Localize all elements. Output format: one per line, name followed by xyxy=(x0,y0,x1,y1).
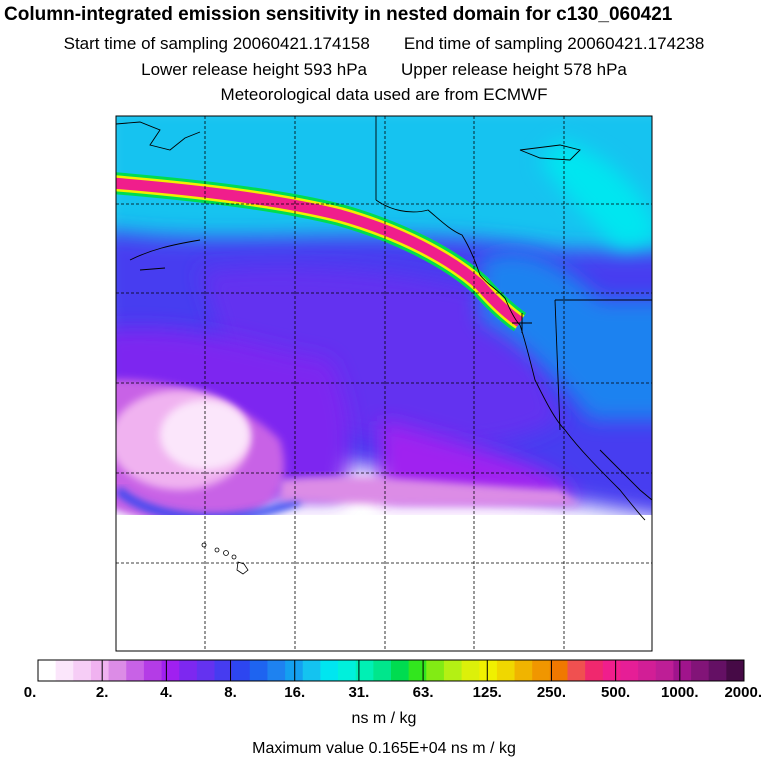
colorbar-cell xyxy=(285,660,304,681)
colorbar-cell xyxy=(232,660,251,681)
met-data-label: Meteorological data used are from ECMWF xyxy=(220,85,548,104)
colorbar-cell xyxy=(408,660,427,681)
release-location-marker xyxy=(512,313,532,333)
colorbar-cell xyxy=(514,660,533,681)
colorbar-cell xyxy=(249,660,268,681)
colorbar-cell xyxy=(549,660,568,681)
colorbar-cell xyxy=(179,660,198,681)
colorbar-tick-label: 16. xyxy=(284,684,305,700)
colorbar-cell xyxy=(320,660,339,681)
colorbar-frame xyxy=(37,659,745,682)
colorbar-cell xyxy=(108,660,127,681)
colorbar-cell xyxy=(708,660,727,681)
colorbar-cell xyxy=(355,660,374,681)
colorbar-cell xyxy=(726,660,745,681)
colorbar-cell xyxy=(143,660,163,681)
colorbar-cell xyxy=(496,660,516,681)
colorbar-cell xyxy=(638,660,657,681)
sampling-times-line: Start time of sampling 20060421.174158 En… xyxy=(0,34,768,54)
colorbar-tick-label: 31. xyxy=(348,684,369,700)
release-heights-line: Lower release height 593 hPa Upper releas… xyxy=(0,60,768,80)
colorbar-cells xyxy=(38,660,745,681)
colorbar-cell xyxy=(620,660,639,681)
colorbar-cell xyxy=(443,660,463,681)
colorbar-tick-label: 1000. xyxy=(661,684,699,700)
colorbar-cell xyxy=(373,660,392,681)
colorbar-tick-labels: 0. 2. 4. 8. 16. 31. 63. 125. 250. 500. 1000. 2000. xyxy=(24,684,762,700)
maximum-value-label: Maximum value 0.165E+04 ns m / kg xyxy=(252,740,516,757)
colorbar-tick-label: 250. xyxy=(537,684,566,700)
lower-release-label: Lower release height 593 hPa xyxy=(141,60,367,79)
colorbar-tick-label: 125. xyxy=(473,684,502,700)
colorbar-tick-label: 0. xyxy=(24,684,37,700)
colorbar-tick-label: 8. xyxy=(224,684,237,700)
plot-title: Column-integrated emission sensitivity i… xyxy=(4,4,673,25)
colorbar-cell xyxy=(267,660,286,681)
colorbar-dividers xyxy=(101,660,681,681)
colorbar-cell xyxy=(426,660,445,681)
colorbar-cell xyxy=(461,660,480,681)
colorbar-cell xyxy=(338,660,357,681)
coastlines xyxy=(115,116,653,521)
end-time-label: End time of sampling 20060421.174238 xyxy=(403,34,705,53)
map-frame xyxy=(115,115,653,652)
colorbar-cell xyxy=(585,660,604,681)
colorbar-cell xyxy=(302,660,321,681)
colorbar-cell xyxy=(479,660,498,681)
colorbar-tick-label: 2. xyxy=(96,684,109,700)
hawaii-islands xyxy=(201,542,249,575)
colorbar-cell xyxy=(73,660,92,681)
colorbar-cell xyxy=(126,660,145,681)
colorbar-tick-label: 63. xyxy=(413,684,434,700)
grid-lines xyxy=(116,116,652,651)
colorbar-tick-label: 4. xyxy=(160,684,173,700)
colorbar-cell xyxy=(532,660,551,681)
colorbar-cell xyxy=(391,660,410,681)
colorbar-cell xyxy=(55,660,74,681)
colorbar-cell xyxy=(602,660,621,681)
colorbar-cell xyxy=(196,660,215,681)
colorbar-tick-label: 500. xyxy=(601,684,630,700)
colorbar-tick-label: 2000. xyxy=(724,684,762,700)
colorbar-cell xyxy=(161,660,180,681)
colorbar: 0. 2. 4. 8. 16. 31. 63. 125. 250. 500. 1000. 2000. xyxy=(24,659,762,700)
colorbar-cell xyxy=(655,660,674,681)
colorbar-units: ns m / kg xyxy=(351,710,417,727)
colorbar-cell xyxy=(567,660,586,681)
colorbar-cell xyxy=(673,660,692,681)
start-time-label: Start time of sampling 20060421.174158 xyxy=(63,34,370,53)
colorbar-cell xyxy=(214,660,233,681)
upper-release-label: Upper release height 578 hPa xyxy=(401,60,627,79)
colorbar-cell xyxy=(38,660,57,681)
colorbar-cell xyxy=(691,660,710,681)
colorbar-cell xyxy=(90,660,110,681)
